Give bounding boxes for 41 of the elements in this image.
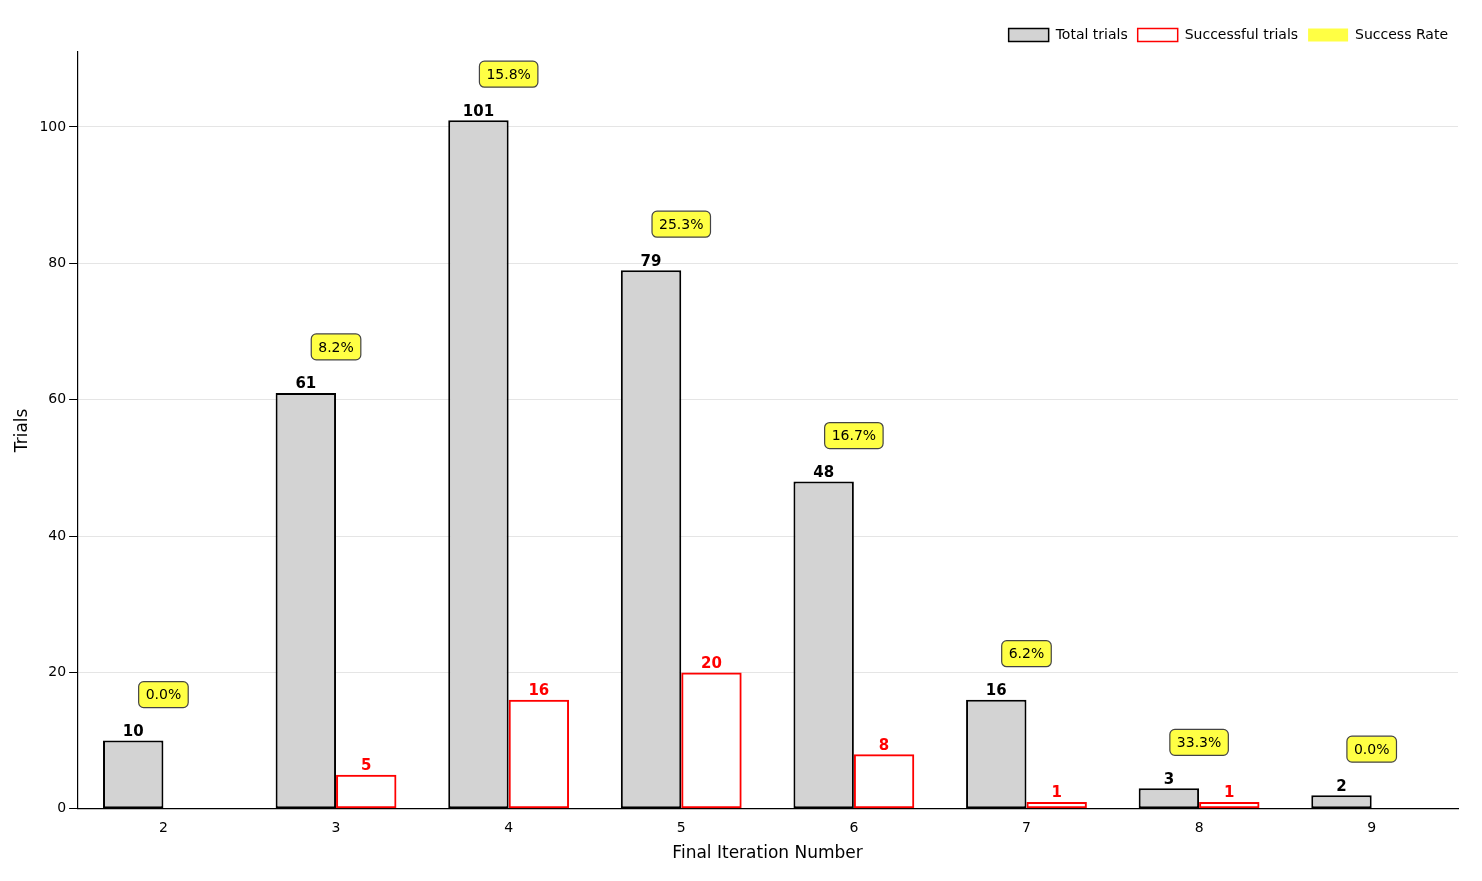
x-axis-title: Final Iteration Number <box>672 842 863 863</box>
x-tick-label: 5 <box>676 818 686 835</box>
data-label: 1 <box>1224 783 1235 802</box>
data-label: 16 <box>985 681 1007 700</box>
annotation: 0.0% <box>145 686 182 703</box>
data-label: 8 <box>878 735 890 754</box>
legend-label: Total trials <box>1054 25 1128 42</box>
x-tick-label: 6 <box>849 818 859 835</box>
annotation: 15.8% <box>486 65 531 82</box>
data-label: 10 <box>122 722 144 741</box>
y-tick-label: 80 <box>48 254 67 270</box>
x-tick-label: 2 <box>158 818 168 835</box>
x-tick-label: 3 <box>331 818 341 835</box>
data-label: 48 <box>813 462 835 481</box>
annotation: 25.3% <box>659 215 704 232</box>
y-tick-label: 100 <box>39 117 67 134</box>
y-tick-label: 60 <box>48 390 67 407</box>
data-label: 3 <box>1163 769 1175 788</box>
y-tick-label: 40 <box>48 526 67 543</box>
data-label: 101 <box>462 101 495 120</box>
data-label: 5 <box>361 756 372 775</box>
x-tick-label: 7 <box>1022 818 1031 835</box>
annotation: 16.7% <box>831 427 877 444</box>
annotation: 0.0% <box>1353 740 1390 757</box>
annotation: 6.2% <box>1008 645 1045 662</box>
x-tick-label: 4 <box>504 818 514 835</box>
x-tick-label: 9 <box>1367 818 1377 835</box>
y-tick-label: 0 <box>57 799 67 816</box>
data-label: 2 <box>1336 776 1347 795</box>
annotation: 8.2% <box>318 338 354 355</box>
data-label: 16 <box>528 681 550 700</box>
data-label: 79 <box>640 251 662 270</box>
annotation: 33.3% <box>1176 733 1222 750</box>
data-label: 20 <box>701 653 722 672</box>
data-label: 1 <box>1051 783 1062 802</box>
x-tick-label: 8 <box>1194 818 1204 835</box>
legend-label: Successful trials <box>1184 25 1299 42</box>
legend-label: Success Rate <box>1355 25 1449 42</box>
data-label: 61 <box>295 374 317 393</box>
y-tick-label: 20 <box>48 663 67 680</box>
y-axis-title: Trials <box>10 408 31 454</box>
